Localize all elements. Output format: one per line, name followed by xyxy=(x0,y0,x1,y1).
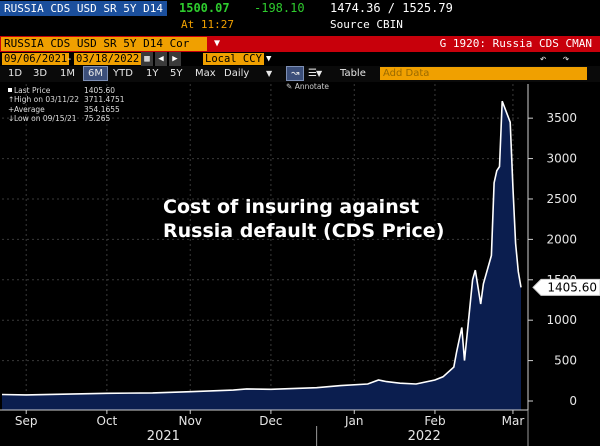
x-tick-label-6: Mar xyxy=(502,414,525,428)
line-chart-icon[interactable]: ↝ xyxy=(286,66,305,81)
quote-source: Source CBIN xyxy=(330,18,403,31)
y-ticks: 0500100015002000250030003500 xyxy=(528,111,577,408)
cds-price-line xyxy=(1,100,522,396)
x-ticks: Sep Oct Nov Dec Jan Feb Mar xyxy=(0,409,529,446)
y-tick-label-0: 0 xyxy=(569,394,577,408)
legend-last-price[interactable]: Last Price 1405.60 xyxy=(8,86,148,95)
y-tick-label-1: 500 xyxy=(554,354,577,368)
calendar-icon[interactable]: ▦ xyxy=(141,52,153,66)
annotate-label: Annotate xyxy=(294,82,330,91)
price-change: -198.10 xyxy=(254,1,305,15)
start-date-field[interactable]: 09/06/2021 xyxy=(2,53,70,65)
legend-average: + Average 354.1655 xyxy=(8,105,148,114)
period-1y-button[interactable]: 1Y xyxy=(146,68,159,79)
x-tick-label-3: Dec xyxy=(259,414,282,428)
last-value-box xyxy=(532,278,600,296)
period-ytd-button[interactable]: YTD xyxy=(113,68,133,79)
x-tick-label-4: Jan xyxy=(344,414,364,428)
redo-icon[interactable]: ↷ xyxy=(562,52,570,65)
grid-lines xyxy=(2,84,521,410)
period-5y-button[interactable]: 5Y xyxy=(170,68,183,79)
legend: Last Price 1405.60 ↑ High on 03/11/22 37… xyxy=(8,86,148,123)
currency-select[interactable]: Local CCY xyxy=(203,53,264,65)
legend-label: High on 03/11/22 xyxy=(14,95,80,105)
year-labels: 2021 2022 xyxy=(147,429,441,444)
last-value-label: 1405.60 xyxy=(547,280,597,294)
security-input[interactable]: RUSSIA CDS USD SR 5Y D14 Cor xyxy=(1,37,207,51)
x-tick-label-5: Feb xyxy=(424,414,445,428)
average-arrow-icon: + xyxy=(8,104,15,114)
cds-area-fill xyxy=(2,101,521,410)
frequency-dropdown-icon[interactable]: ▼ xyxy=(266,69,273,78)
period-1m-button[interactable]: 1M xyxy=(60,68,75,79)
date-back-icon[interactable]: ◀ xyxy=(155,52,167,66)
y-tick-label-7: 3500 xyxy=(546,111,577,125)
security-dropdown-icon[interactable]: ▼ xyxy=(213,38,221,49)
table-button[interactable]: Table xyxy=(340,68,366,79)
legend-label: Average xyxy=(14,104,45,114)
add-data-input[interactable]: Add Data xyxy=(380,67,587,80)
bid-ask: 1474.36 / 1525.79 xyxy=(330,1,453,15)
x-tick-label-2: Nov xyxy=(179,414,202,428)
y-tick-label-6: 3000 xyxy=(546,152,577,166)
low-arrow-icon: ↓ xyxy=(8,113,15,123)
y-tick-label-5: 2500 xyxy=(546,192,577,206)
frequency-select[interactable]: Daily xyxy=(224,68,250,79)
quote-time: At 11:27 xyxy=(181,18,234,31)
legend-low: ↓ Low on 09/15/21 75.265 xyxy=(8,114,148,123)
legend-value: 3711.4751 xyxy=(84,95,125,105)
annotate-button[interactable]: ✎ Annotate xyxy=(286,82,329,91)
pencil-icon: ✎ xyxy=(286,82,293,91)
last-value-marker: 1405.60 xyxy=(532,278,600,296)
settings-icon[interactable]: ☰ xyxy=(308,68,317,79)
y-tick-label-4: 2000 xyxy=(546,232,577,246)
high-arrow-icon: ↑ xyxy=(8,95,15,105)
period-3d-button[interactable]: 3D xyxy=(33,68,48,79)
chart-title: G 1920: Russia CDS CMAN xyxy=(439,37,592,50)
undo-icon[interactable]: ↶ xyxy=(539,52,547,65)
period-1d-button[interactable]: 1D xyxy=(8,68,23,79)
date-forward-icon[interactable]: ▶ xyxy=(169,52,181,66)
dropdown-icon[interactable]: ▼ xyxy=(316,69,323,78)
ticker-label[interactable]: RUSSIA CDS USD SR 5Y D14 xyxy=(0,1,167,16)
legend-value: 354.1655 xyxy=(84,104,120,114)
period-6m-button[interactable]: 6M xyxy=(83,66,108,81)
year-label-0: 2021 xyxy=(147,429,180,444)
legend-value: 75.265 xyxy=(84,113,111,123)
legend-label: Low on 09/15/21 xyxy=(14,113,77,123)
chart-annotation: Cost of insuring against Russia default … xyxy=(163,196,445,242)
last-price: 1500.07 xyxy=(179,1,230,15)
year-label-1: 2022 xyxy=(408,429,441,444)
date-separator: - xyxy=(66,52,73,65)
legend-label: Last Price xyxy=(14,86,51,95)
period-max-button[interactable]: Max xyxy=(195,68,216,79)
legend-swatch-icon xyxy=(8,88,12,92)
legend-high: ↑ High on 03/11/22 3711.4751 xyxy=(8,95,148,104)
y-tick-label-2: 1000 xyxy=(546,313,577,327)
x-tick-label-0: Sep xyxy=(15,414,38,428)
x-tick-label-1: Oct xyxy=(97,414,118,428)
currency-dropdown-icon[interactable]: ▼ xyxy=(266,54,272,64)
end-date-field[interactable]: 03/18/2022 xyxy=(74,53,142,65)
legend-value: 1405.60 xyxy=(84,86,116,95)
